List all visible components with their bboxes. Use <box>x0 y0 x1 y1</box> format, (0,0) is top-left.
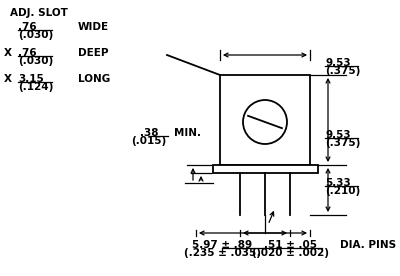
Text: (.375): (.375) <box>325 138 360 148</box>
Text: 9.53: 9.53 <box>325 130 351 140</box>
Bar <box>213 165 318 173</box>
Text: DEEP: DEEP <box>78 48 108 58</box>
Text: (.235 ± .035): (.235 ± .035) <box>184 248 260 258</box>
Text: (.030): (.030) <box>18 56 53 66</box>
Text: 9.53: 9.53 <box>325 58 351 68</box>
Text: 5.33: 5.33 <box>325 178 351 188</box>
Text: DIA. PINS: DIA. PINS <box>340 240 396 250</box>
Text: (.015): (.015) <box>131 136 167 146</box>
Bar <box>220 75 310 165</box>
Text: X: X <box>4 74 12 84</box>
Text: (.124): (.124) <box>18 82 53 92</box>
Text: LONG: LONG <box>78 74 110 84</box>
Text: .76: .76 <box>18 48 37 58</box>
Text: .51 ± .05: .51 ± .05 <box>264 240 316 250</box>
Text: ADJ. SLOT: ADJ. SLOT <box>10 8 68 18</box>
Text: MIN.: MIN. <box>174 128 201 138</box>
Text: (.210): (.210) <box>325 186 360 196</box>
Text: X: X <box>4 48 12 58</box>
Text: (.020 ± .002): (.020 ± .002) <box>252 248 328 258</box>
Text: (.375): (.375) <box>325 66 360 76</box>
Text: 5.97 ± .89: 5.97 ± .89 <box>192 240 252 250</box>
Text: 3.15: 3.15 <box>18 74 44 84</box>
Text: .38: .38 <box>140 128 158 138</box>
Text: WIDE: WIDE <box>78 22 109 32</box>
Text: (.030): (.030) <box>18 30 53 40</box>
Text: .76: .76 <box>18 22 37 32</box>
Circle shape <box>243 100 287 144</box>
